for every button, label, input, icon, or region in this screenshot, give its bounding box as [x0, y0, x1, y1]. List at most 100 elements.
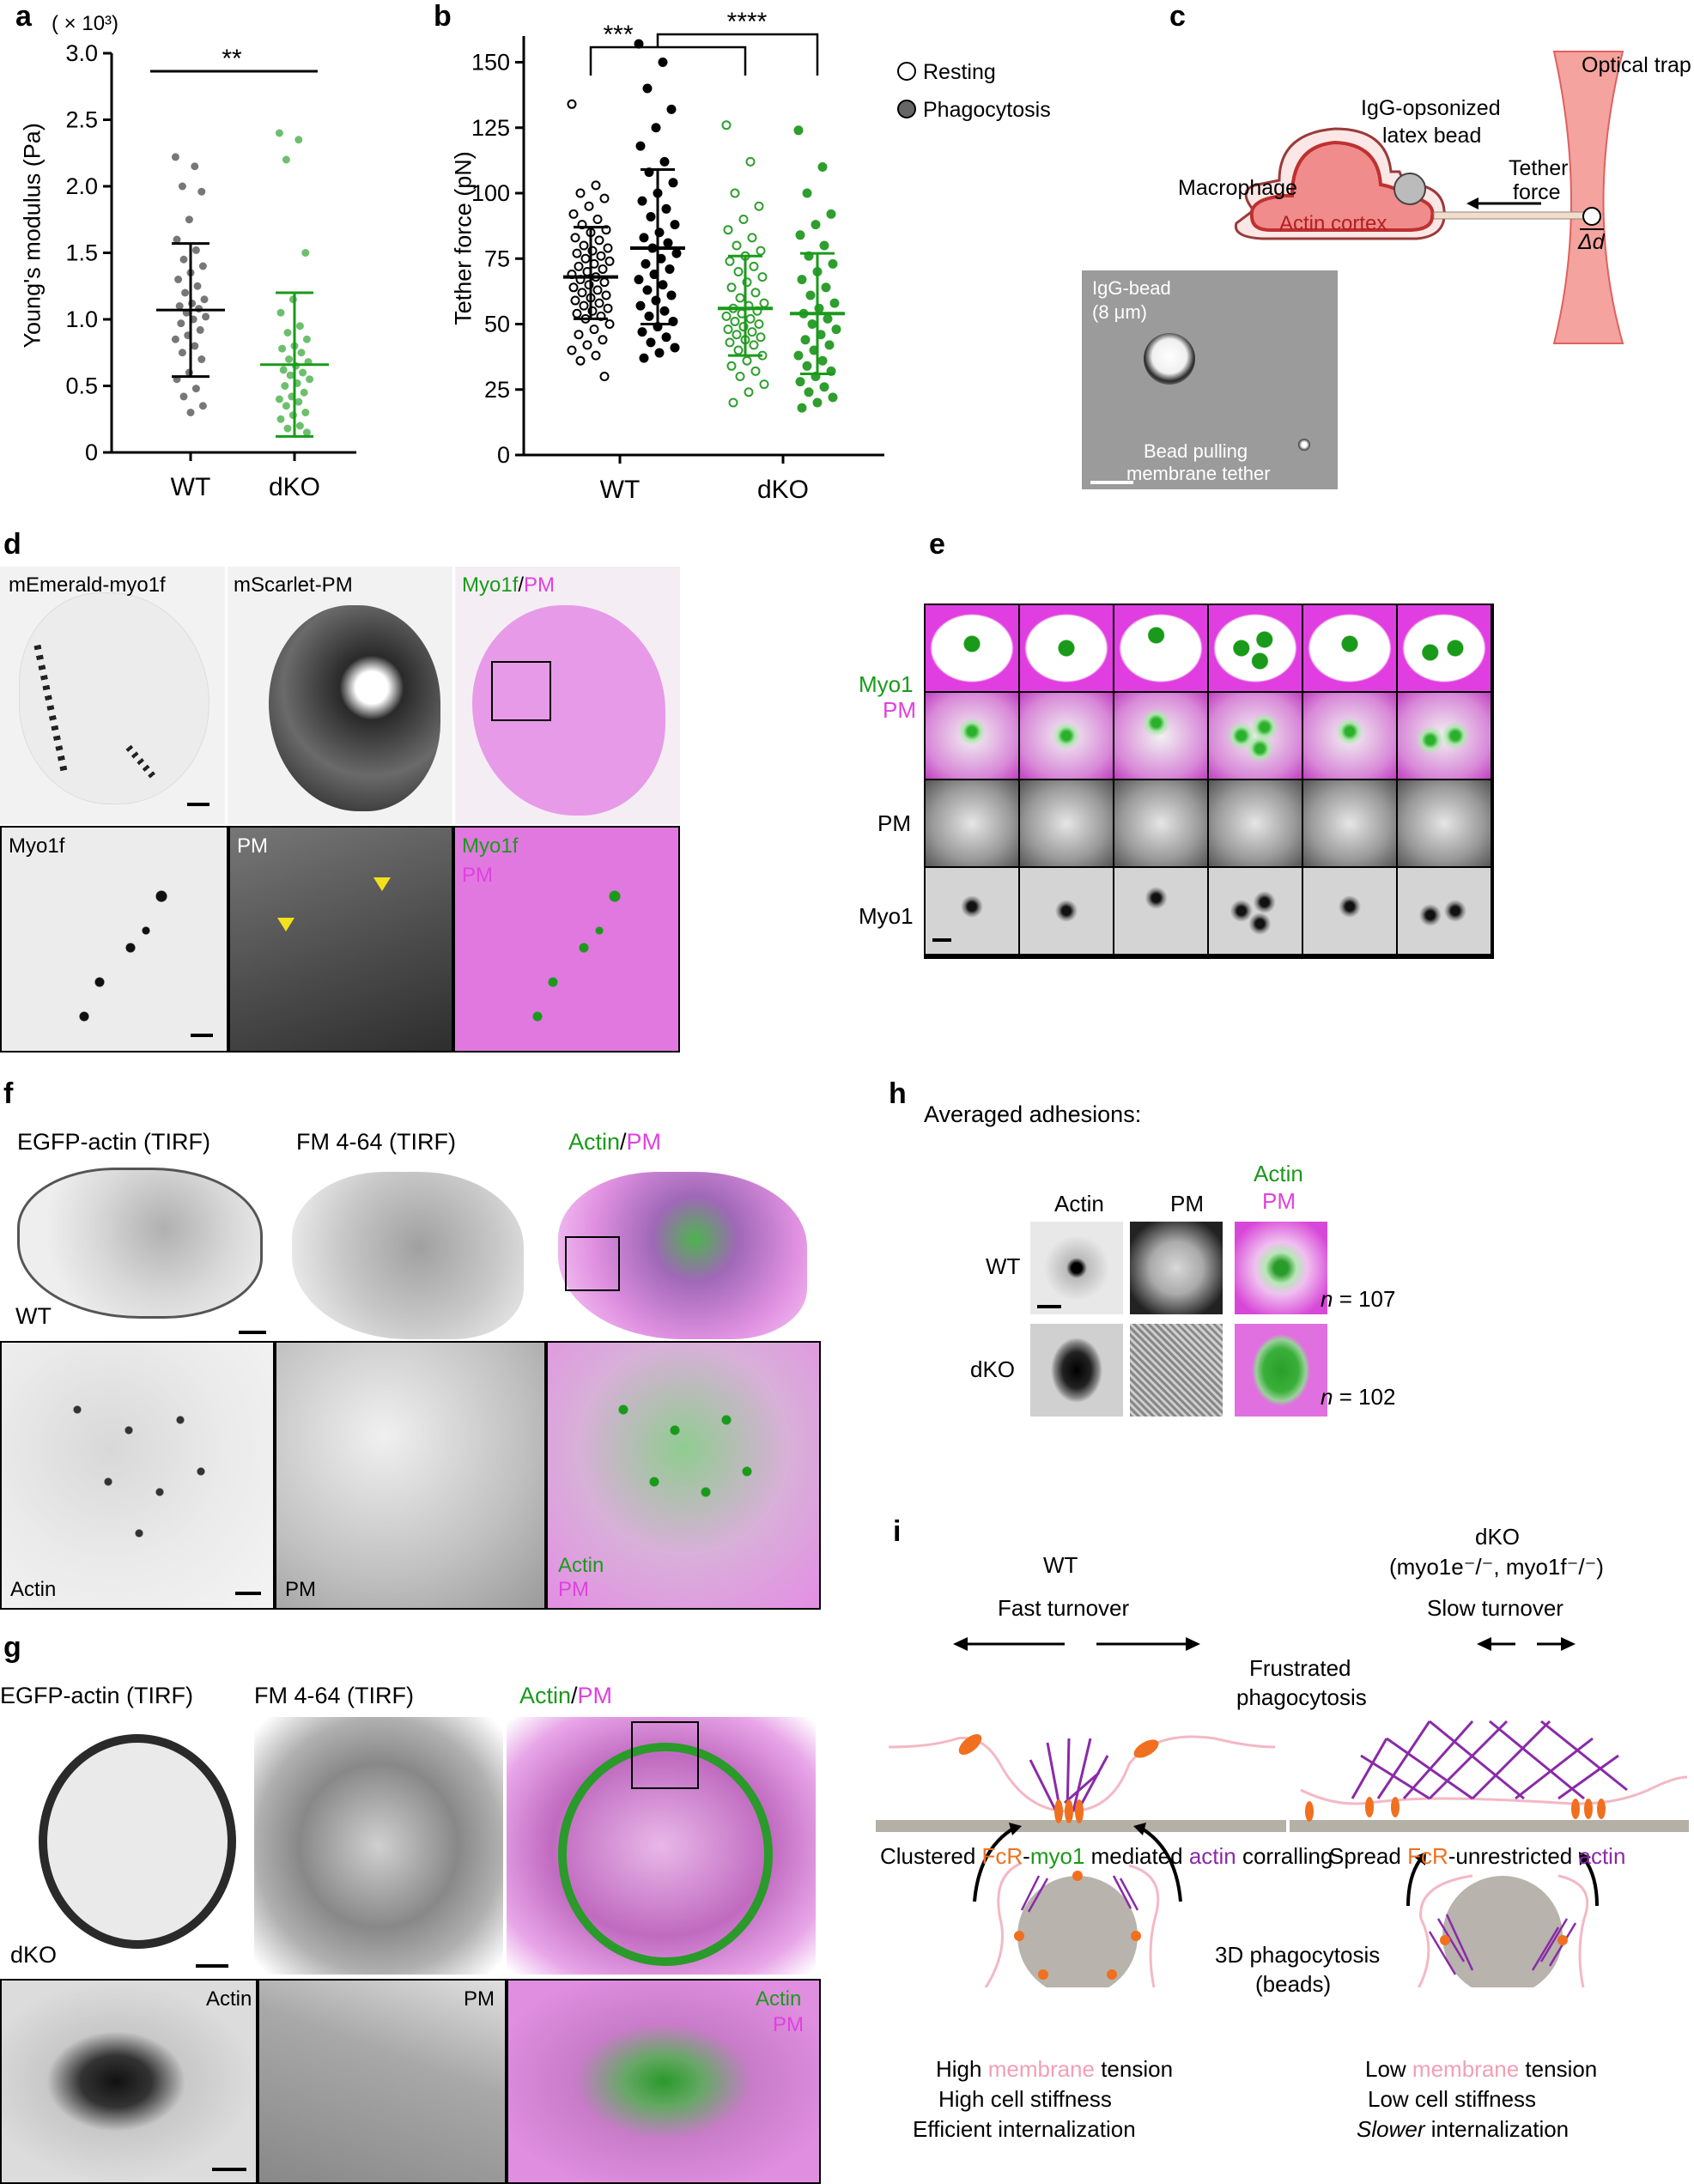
data-point [732, 240, 742, 251]
dko-bead [1442, 1876, 1563, 1987]
data-point [807, 319, 817, 329]
data-point [639, 233, 649, 243]
data-point [795, 377, 805, 387]
panel-e-tile [1209, 780, 1302, 866]
panel-e-tile [1303, 780, 1396, 866]
panel-g-inset-label-pm: PM [464, 1987, 495, 2011]
panel-f-fm-overview [292, 1172, 524, 1339]
dko-actin-network [1351, 1720, 1628, 1800]
data-point [282, 155, 290, 164]
data-point [592, 285, 603, 295]
panel-f-merge-inset [546, 1341, 821, 1610]
data-point [742, 355, 752, 366]
scale-bar [235, 1592, 261, 1595]
data-point [723, 225, 733, 235]
data-point [570, 295, 580, 306]
panel-h-col-merge-green: Actin [1254, 1161, 1303, 1186]
panel-e-tile [1020, 868, 1113, 954]
panel-f-actin-inset [0, 1341, 275, 1610]
panel-d-inset-label-myo1f: Myo1f [9, 834, 65, 858]
data-point [646, 211, 656, 221]
data-point [574, 330, 584, 340]
data-point [598, 335, 608, 345]
data-point [793, 125, 804, 136]
data-point [745, 313, 756, 324]
cap-p5: mediated [1084, 1843, 1189, 1869]
panel-h-title: Averaged adhesions: [924, 1101, 1142, 1127]
data-point [306, 375, 314, 384]
y-tick-label: 75 [484, 246, 510, 271]
data-point [301, 249, 310, 257]
data-point [663, 238, 673, 248]
data-point [579, 240, 589, 251]
data-point [730, 316, 740, 326]
merge-pink: PM [524, 573, 556, 597]
significance-bracket-2 [656, 33, 819, 76]
data-point [285, 355, 294, 363]
scale-bar [1037, 1305, 1061, 1308]
merge-green: Actin [568, 1129, 621, 1155]
data-point [195, 305, 203, 313]
data-point [567, 345, 577, 355]
significance-bracket-1 [589, 46, 747, 76]
inset-box [565, 1236, 620, 1291]
green-ring [558, 1743, 773, 1966]
panel-g-label-fm: FM 4-64 (TIRF) [254, 1683, 414, 1708]
l1a: Low [1365, 2056, 1412, 2082]
data-point [591, 350, 601, 361]
panel-f-inset-merge-pink: PM [558, 1578, 589, 1601]
panel-i-dko-caption: Spread FcR-unrestricted actin [1329, 1843, 1625, 1870]
panel-e-tile [1303, 868, 1396, 954]
panel-h-col-merge-pink: PM [1262, 1188, 1296, 1214]
data-point [174, 276, 183, 283]
wt-bead [1017, 1876, 1138, 1987]
merge-pink: PM [577, 1683, 613, 1708]
data-point [634, 275, 644, 285]
scale-bar [239, 1331, 266, 1334]
panel-c-tether-2: force [1513, 180, 1561, 204]
l1c: tension [1519, 2056, 1598, 2082]
panel-e-tile [1114, 693, 1207, 779]
data-point [572, 308, 582, 318]
data-point [732, 330, 742, 340]
y-tick-label: 0.5 [65, 373, 98, 399]
panel-label-d: d [3, 528, 21, 561]
data-point [804, 387, 814, 397]
data-point [275, 395, 283, 403]
data-point [670, 220, 680, 230]
data-point [572, 248, 582, 258]
data-point [292, 361, 301, 370]
dko-fcr [1305, 1797, 1606, 1822]
data-point [759, 298, 769, 308]
data-point [668, 178, 678, 188]
dko-substrate [1290, 1820, 1689, 1832]
cap-fcr: FcR [981, 1843, 1023, 1869]
panel-c-micro-bead-2: (8 μm) [1092, 301, 1148, 323]
panel-e-tile [1303, 605, 1396, 691]
data-point [286, 371, 294, 379]
data-point [191, 342, 199, 350]
igg-bead [1393, 173, 1426, 205]
panel-c-macrophage: Macrophage [1178, 176, 1297, 200]
data-point [635, 300, 646, 311]
data-point [188, 299, 197, 307]
panel-f-genotype: WT [15, 1303, 52, 1329]
panel-f-inset-label-actin: Actin [10, 1578, 57, 1601]
data-point [200, 295, 209, 304]
merge-sep: / [620, 1129, 627, 1155]
panel-e-tile [1209, 693, 1302, 779]
data-point [591, 180, 601, 191]
panel-g-pm-inset [258, 1979, 507, 2184]
panel-g-merge-label: Actin/PM [519, 1683, 612, 1709]
y-tick-label: 100 [471, 180, 510, 206]
data-point [171, 335, 179, 343]
data-point [802, 361, 812, 371]
panel-c-bead-label-2: latex bead [1382, 124, 1482, 148]
panel-g-actin-inset [0, 1979, 258, 2184]
panel-g-label-actin: EGFP-actin (TIRF) [0, 1683, 194, 1708]
data-point [294, 136, 303, 144]
panel-c-micrograph: IgG-bead (8 μm) Bead pulling membrane te… [1082, 270, 1338, 489]
scale-bar [212, 2168, 246, 2171]
data-point [756, 332, 766, 343]
scale-bar [191, 1034, 213, 1037]
